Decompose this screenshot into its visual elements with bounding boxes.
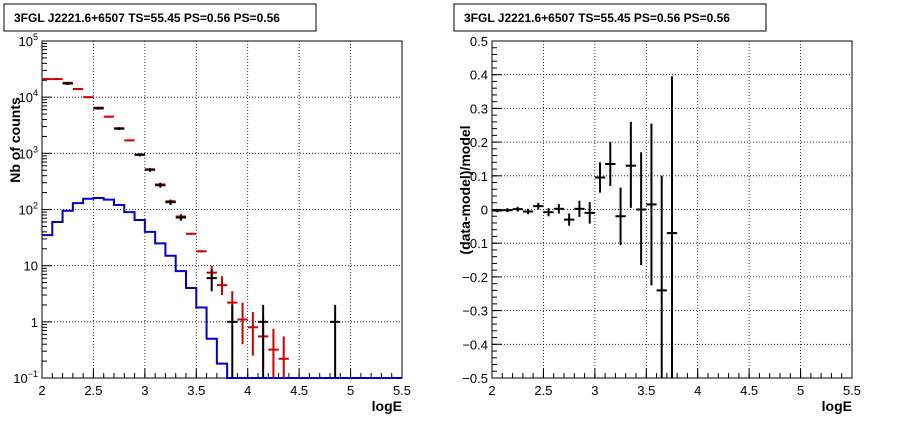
counts-series2-point	[62, 82, 73, 85]
residual-series0-point	[533, 202, 544, 210]
residual-title-box: 3FGL J2221.6+6507 TS=55.45 PS=0.56 PS=0.…	[453, 3, 767, 32]
residual-x-tick-label: 4.5	[740, 383, 758, 398]
counts-series1-point	[247, 311, 258, 356]
residual-y-tick-label: −0.4	[462, 337, 488, 352]
residual-y-tick-label: −0.1	[462, 236, 488, 251]
counts-data	[42, 78, 402, 379]
counts-x-tick-label: 4.5	[290, 383, 308, 398]
counts-series2-point	[330, 304, 341, 378]
counts-x-tick-label: 4	[244, 383, 251, 398]
residual-series0-point	[594, 162, 606, 193]
counts-y-tick-label: 104	[19, 88, 38, 105]
counts-x-axis-title: logE	[372, 398, 402, 414]
residual-series0-point	[584, 202, 595, 224]
residual-y-axis-title: (data-model)/model	[457, 125, 473, 254]
residual-ticks: 2 2.5 3 3.5 4 4.5 5 5.5 −0.5 −0.4 −0.3 −0.2 −0.1 0 0.1…	[462, 34, 861, 398]
counts-series1-point	[278, 336, 289, 378]
counts-y-tick-label: 10−1	[13, 369, 38, 386]
counts-grid	[42, 41, 402, 378]
counts-series2-point	[114, 127, 125, 131]
counts-series1-point	[72, 87, 84, 90]
residual-y-tick-label: −0.3	[462, 304, 488, 319]
residual-series0-point	[666, 76, 678, 378]
residual-x-tick-label: 5	[797, 383, 804, 398]
counts-series1-point	[42, 78, 53, 81]
counts-x-tick-label: 5.5	[393, 383, 411, 398]
counts-x-tick-label: 2.5	[84, 383, 102, 398]
counts-model-histogram-line	[42, 197, 402, 379]
residual-series0-point	[656, 175, 667, 378]
counts-series2-point	[134, 153, 145, 157]
residual-chart-title: 3FGL J2221.6+6507 TS=55.45 PS=0.56 PS=0.…	[464, 11, 730, 25]
residual-series0-point	[512, 206, 523, 212]
residual-y-tick-label: 0.5	[470, 34, 488, 49]
residual-y-tick-label: −0.2	[462, 270, 488, 285]
residual-panel: 2 2.5 3 3.5 4 4.5 5 5.5 −0.5 −0.4 −0.3 −0.2 −0.1 0 0.1…	[453, 3, 861, 414]
residual-series0-point	[636, 152, 647, 266]
counts-series2-point	[258, 304, 269, 378]
residual-y-tick-label: 0.1	[470, 169, 488, 184]
counts-series1-point	[186, 232, 197, 235]
residual-y-tick-label: 0.2	[470, 135, 488, 150]
residual-series0-point	[625, 121, 636, 208]
counts-chart-title: 3FGL J2221.6+6507 TS=55.45 PS=0.56 PS=0.…	[14, 11, 280, 25]
counts-series1-point	[268, 328, 279, 378]
residual-series0-point	[646, 123, 657, 286]
counts-ticks: 2 2.5 3 3.5 4 4.5 5 5.5 10−1 1 10 102 103 104 105	[13, 32, 411, 398]
counts-y-tick-label: 1	[31, 315, 38, 330]
counts-series2-point	[155, 182, 166, 188]
residual-y-tick-label: 0.3	[470, 101, 488, 116]
counts-series2-point	[93, 107, 104, 110]
counts-series1-point	[124, 139, 135, 142]
residual-x-axis-title: logE	[822, 398, 852, 414]
residual-series0-point	[615, 187, 626, 245]
residual-series0-point	[553, 204, 564, 214]
counts-y-axis-title: Nb of counts	[7, 97, 23, 183]
residual-y-tick-label: 0	[481, 203, 488, 218]
residual-x-tick-label: 4	[694, 383, 701, 398]
residual-y-tick-label: −0.5	[462, 371, 488, 386]
residual-series0-point	[543, 208, 554, 217]
counts-title-box: 3FGL J2221.6+6507 TS=55.45 PS=0.56 PS=0.…	[3, 3, 317, 32]
residual-series0-point	[574, 200, 585, 217]
counts-y-tick-label: 102	[19, 201, 38, 218]
residual-series0-point	[492, 208, 503, 213]
counts-x-tick-label: 3	[141, 383, 148, 398]
counts-series1-point	[237, 302, 248, 345]
counts-panel: 2 2.5 3 3.5 4 4.5 5 5.5 10−1 1 10 102 103 104 105 3FGL…	[3, 3, 411, 414]
residual-series0-point	[522, 208, 534, 215]
counts-series1-point	[83, 96, 94, 99]
counts-series1-point	[103, 115, 114, 118]
counts-x-tick-label: 2	[38, 383, 45, 398]
residual-y-tick-label: 0.4	[470, 68, 488, 83]
counts-series1-point	[216, 276, 228, 296]
counts-series2-point	[227, 304, 238, 378]
counts-y-tick-label: 103	[19, 144, 38, 161]
counts-series1-point	[52, 78, 63, 81]
counts-x-tick-label: 5	[347, 383, 354, 398]
residual-x-tick-label: 2	[488, 383, 495, 398]
residual-x-tick-label: 5.5	[843, 383, 861, 398]
residual-series0-point	[502, 208, 513, 213]
counts-y-tick-label: 105	[19, 32, 38, 49]
residual-x-tick-label: 2.5	[534, 383, 552, 398]
residual-x-tick-label: 3	[591, 383, 598, 398]
residual-x-tick-label: 3.5	[637, 383, 655, 398]
counts-series2-point	[165, 199, 176, 206]
counts-x-tick-label: 3.5	[187, 383, 205, 398]
counts-y-tick-label: 10	[24, 259, 38, 274]
residual-series0-point	[564, 213, 575, 226]
residual-series0-point	[605, 142, 616, 186]
counts-series2-point	[144, 167, 156, 172]
counts-series1-point	[196, 250, 207, 253]
residual-data	[492, 76, 678, 378]
counts-series2-point	[206, 269, 217, 292]
counts-series2-point	[175, 214, 186, 221]
